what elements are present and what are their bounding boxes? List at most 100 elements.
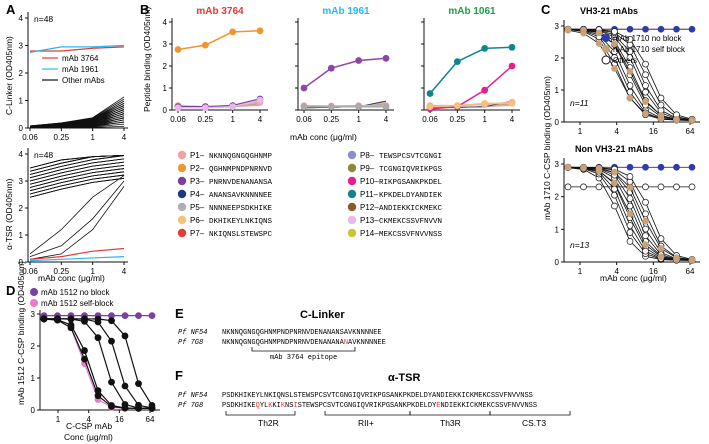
c-bot-point: [564, 183, 572, 191]
c-bot-point: [642, 183, 649, 191]
a-bot-xtick-label: 1: [90, 267, 95, 276]
d-ylabel: mAb 1512 C-CSP binding (OD405nm): [16, 261, 26, 405]
b-line-P13: [178, 99, 261, 109]
peptide-seq-P4: ANANSAVKNNNNEE: [209, 192, 273, 200]
b-ytick-label: 3: [163, 40, 168, 49]
a-bot-ylabel: α-TSR (OD405nm): [4, 178, 14, 250]
c-top-point: [595, 29, 603, 37]
c-top-point: [688, 116, 696, 124]
a-bot-line-mAb-3764: [29, 247, 125, 260]
a-bot-other-line: [29, 174, 125, 195]
b-point-P2: [201, 41, 209, 49]
c-xlabel: mAb conc (μg/ml): [600, 273, 667, 283]
a-bot-other-line: [29, 154, 125, 169]
b-ytick-label: 4: [163, 18, 168, 27]
c-bot-n: n=13: [570, 240, 589, 250]
d-point: [148, 312, 156, 319]
peptide-label-P12: P12–: [360, 203, 379, 212]
c-bot-ytick-label: 2: [555, 193, 560, 202]
c-top-point: [657, 25, 665, 33]
b-point-P13: [229, 103, 237, 111]
c-bot-point: [642, 232, 649, 240]
d-point: [94, 392, 102, 400]
b-xtick-label: 4: [510, 115, 515, 124]
c-bot-point: [642, 241, 649, 249]
c-bot-title: Non VH3-21 mAbs: [575, 144, 653, 154]
d-point: [108, 337, 115, 345]
d-point: [121, 382, 129, 390]
b-point-P6: [508, 100, 516, 107]
c-bot-xtick-label: 4: [614, 267, 619, 276]
b-line-P10: [429, 65, 513, 110]
panel-d: mAb 1512 no block mAb 1512 self-block 0 1…: [16, 261, 160, 442]
peptide-label-P9: P9–: [360, 164, 375, 173]
c-top-point: [657, 101, 665, 109]
peptide-swatch-P2: [177, 163, 187, 173]
c-top-ytick-label: 3: [555, 22, 560, 31]
a-legend-1961: mAb 1961: [62, 65, 99, 74]
d-xtick-label: 16: [115, 415, 124, 424]
c-ylabel: mAb 1710 C-CSP binding (OD405nm): [542, 76, 552, 220]
c-top-point: [673, 25, 680, 33]
c-top-point: [626, 25, 634, 33]
b-point-P3: [300, 84, 308, 92]
b-xtick-label: 4: [384, 115, 389, 124]
b-point-P11: [453, 58, 461, 65]
b-point-P3: [382, 54, 390, 62]
c-bot-point: [611, 202, 618, 210]
c-top-point: [642, 110, 649, 117]
peptide-seq-P7: NKIQNSLSTEWSPC: [209, 231, 273, 239]
panel-letter-f: F: [175, 368, 183, 383]
c-bot-point: [580, 183, 587, 191]
c-bot-point: [657, 183, 665, 191]
a-top-line-mAb-3764: [30, 46, 125, 52]
f-bracket-rii: [324, 411, 411, 416]
peptide-swatch-P12: [347, 202, 357, 212]
d-point: [135, 380, 142, 387]
peptide-label-P10: P10–: [360, 177, 379, 186]
peptide-label-P11: P11–: [360, 190, 379, 199]
peptide-swatch-P8: [347, 150, 357, 160]
f-region-rii: RII+: [358, 418, 374, 428]
a-top-ytick-label: 1: [19, 97, 24, 106]
b-point-P10: [508, 62, 516, 70]
d-ytick-label: 2: [31, 342, 36, 351]
a-top-ytick-label: 4: [19, 14, 24, 23]
e-seq-nf54: NKNNQGNGQGHNMPNDPNRNVDENANANSAVKNNNNEE: [222, 329, 382, 337]
peptide-swatch-P1: [177, 150, 187, 160]
a-bot-xtick-label: 0.25: [54, 267, 70, 276]
a-legend-3764: mAb 3764: [62, 54, 99, 63]
peptide-seq-P5: NNNNEEPSDKHIKE: [209, 205, 273, 213]
d-point: [108, 402, 115, 409]
b-line-P3: [303, 57, 387, 89]
b-title-mAb-1061: mAb 1061: [448, 6, 496, 17]
c-top-point: [626, 68, 634, 75]
f-region-th2r: Th2R: [258, 418, 279, 428]
a-bot-ytick-label: 2: [19, 204, 24, 213]
f-strain-7g8: Pf 7G8: [178, 402, 203, 410]
c-bot-point: [642, 247, 649, 255]
c-bot-ytick-label: 1: [555, 225, 560, 234]
a-bot-ytick-label: 3: [19, 177, 24, 186]
d-point: [148, 401, 156, 409]
e-seq-7g8: NKNNQGNGQGHNMPNDPNRNVDENANANANAVKNNNNEE: [222, 339, 386, 347]
c-top-point: [626, 35, 634, 43]
d-xtick-label: 1: [56, 415, 61, 424]
panel-letter-d: D: [6, 283, 15, 298]
c-bot-ytick-label: 0: [555, 258, 560, 267]
b-point-P11: [481, 45, 489, 52]
b-ytick-label: 1: [163, 84, 168, 93]
b-point-P13: [174, 104, 182, 112]
a-bot-other-line: [29, 164, 125, 185]
c-bot-point: [611, 168, 618, 176]
c-bot-point: [626, 210, 634, 218]
b-point-P5: [327, 103, 335, 111]
c-legend-others-swatch: [601, 55, 611, 65]
a-bot-ytick-label: 0: [19, 258, 24, 267]
e-strain-nf54: Pf NF54: [178, 329, 207, 337]
a-top-other-line: [29, 96, 125, 127]
peptide-swatch-P5: [177, 202, 187, 212]
c-bot-point: [657, 253, 665, 261]
c-bot-xtick-label: 64: [686, 267, 695, 276]
